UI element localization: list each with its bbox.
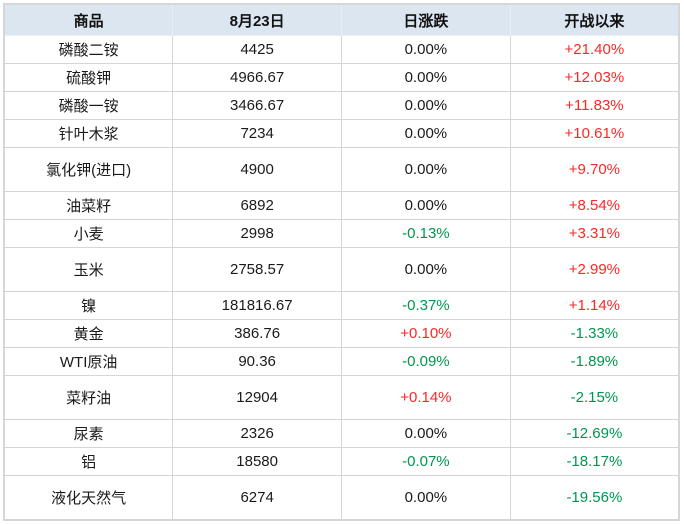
daily-change-cell: 0.00% xyxy=(341,475,511,521)
commodity-name-cell: 黄金 xyxy=(3,319,174,348)
since-war-change-cell: +10.61% xyxy=(509,119,680,148)
price-cell: 12904 xyxy=(172,375,342,420)
daily-change-cell: -0.37% xyxy=(341,291,511,320)
price-cell: 386.76 xyxy=(172,319,342,348)
daily-change-cell: 0.00% xyxy=(341,119,511,148)
table-row: WTI原油 90.36 -0.09% -1.89% xyxy=(3,347,680,376)
commodity-price-table: 商品 8月23日 日涨跌 开战以来 磷酸二铵 4425 0.00% +21.40% 硫酸… xyxy=(3,3,680,521)
table-row: 菜籽油 12904 +0.14% -2.15% xyxy=(3,375,680,420)
commodity-name-cell: 针叶木浆 xyxy=(3,119,174,148)
daily-change-cell: 0.00% xyxy=(341,35,511,64)
daily-change-cell: 0.00% xyxy=(341,419,511,448)
table-row: 针叶木浆 7234 0.00% +10.61% xyxy=(3,119,680,148)
price-cell: 4966.67 xyxy=(172,63,342,92)
since-war-change-cell: -19.56% xyxy=(509,475,680,521)
price-cell: 18580 xyxy=(172,447,342,476)
table-row: 小麦 2998 -0.13% +3.31% xyxy=(3,219,680,248)
daily-change-cell: 0.00% xyxy=(341,247,511,292)
price-cell: 2758.57 xyxy=(172,247,342,292)
price-cell: 4425 xyxy=(172,35,342,64)
price-cell: 6274 xyxy=(172,475,342,521)
since-war-change-cell: -12.69% xyxy=(509,419,680,448)
since-war-change-cell: +9.70% xyxy=(509,147,680,192)
price-cell: 2998 xyxy=(172,219,342,248)
commodity-name-cell: 液化天然气 xyxy=(3,475,174,521)
commodity-name-cell: 菜籽油 xyxy=(3,375,174,420)
daily-change-cell: 0.00% xyxy=(341,91,511,120)
col-header-since-war: 开战以来 xyxy=(509,3,680,36)
since-war-change-cell: +11.83% xyxy=(509,91,680,120)
commodity-name-cell: 硫酸钾 xyxy=(3,63,174,92)
since-war-change-cell: +12.03% xyxy=(509,63,680,92)
commodity-name-cell: 小麦 xyxy=(3,219,174,248)
price-cell: 6892 xyxy=(172,191,342,220)
since-war-change-cell: +8.54% xyxy=(509,191,680,220)
daily-change-cell: 0.00% xyxy=(341,191,511,220)
since-war-change-cell: -1.33% xyxy=(509,319,680,348)
daily-change-cell: +0.10% xyxy=(341,319,511,348)
table-row: 玉米 2758.57 0.00% +2.99% xyxy=(3,247,680,292)
col-header-date: 8月23日 xyxy=(172,3,342,36)
commodity-name-cell: 油菜籽 xyxy=(3,191,174,220)
table-row: 硫酸钾 4966.67 0.00% +12.03% xyxy=(3,63,680,92)
commodity-name-cell: 镍 xyxy=(3,291,174,320)
since-war-change-cell: +2.99% xyxy=(509,247,680,292)
daily-change-cell: -0.07% xyxy=(341,447,511,476)
daily-change-cell: -0.13% xyxy=(341,219,511,248)
table-row: 铝 18580 -0.07% -18.17% xyxy=(3,447,680,476)
commodity-price-table-container: 商品 8月23日 日涨跌 开战以来 磷酸二铵 4425 0.00% +21.40% 硫酸… xyxy=(3,3,680,521)
table-row: 尿素 2326 0.00% -12.69% xyxy=(3,419,680,448)
table-row: 黄金 386.76 +0.10% -1.33% xyxy=(3,319,680,348)
since-war-change-cell: -1.89% xyxy=(509,347,680,376)
price-cell: 7234 xyxy=(172,119,342,148)
commodity-name-cell: 磷酸一铵 xyxy=(3,91,174,120)
header-row: 商品 8月23日 日涨跌 开战以来 xyxy=(3,3,680,36)
price-cell: 181816.67 xyxy=(172,291,342,320)
since-war-change-cell: -18.17% xyxy=(509,447,680,476)
price-cell: 90.36 xyxy=(172,347,342,376)
since-war-change-cell: +21.40% xyxy=(509,35,680,64)
commodity-name-cell: WTI原油 xyxy=(3,347,174,376)
col-header-commodity: 商品 xyxy=(3,3,174,36)
table-row: 油菜籽 6892 0.00% +8.54% xyxy=(3,191,680,220)
since-war-change-cell: +1.14% xyxy=(509,291,680,320)
table-row: 镍 181816.67 -0.37% +1.14% xyxy=(3,291,680,320)
table-row: 氯化钾(进口) 4900 0.00% +9.70% xyxy=(3,147,680,192)
commodity-name-cell: 磷酸二铵 xyxy=(3,35,174,64)
daily-change-cell: 0.00% xyxy=(341,63,511,92)
daily-change-cell: 0.00% xyxy=(341,147,511,192)
table-row: 磷酸一铵 3466.67 0.00% +11.83% xyxy=(3,91,680,120)
table-body: 磷酸二铵 4425 0.00% +21.40% 硫酸钾 4966.67 0.00% +12.0… xyxy=(3,35,680,521)
daily-change-cell: -0.09% xyxy=(341,347,511,376)
price-cell: 3466.67 xyxy=(172,91,342,120)
commodity-name-cell: 玉米 xyxy=(3,247,174,292)
table-row: 液化天然气 6274 0.00% -19.56% xyxy=(3,475,680,521)
since-war-change-cell: +3.31% xyxy=(509,219,680,248)
commodity-name-cell: 铝 xyxy=(3,447,174,476)
price-cell: 2326 xyxy=(172,419,342,448)
commodity-name-cell: 尿素 xyxy=(3,419,174,448)
price-cell: 4900 xyxy=(172,147,342,192)
since-war-change-cell: -2.15% xyxy=(509,375,680,420)
table-row: 磷酸二铵 4425 0.00% +21.40% xyxy=(3,35,680,64)
commodity-name-cell: 氯化钾(进口) xyxy=(3,147,174,192)
daily-change-cell: +0.14% xyxy=(341,375,511,420)
col-header-daily-change: 日涨跌 xyxy=(341,3,511,36)
